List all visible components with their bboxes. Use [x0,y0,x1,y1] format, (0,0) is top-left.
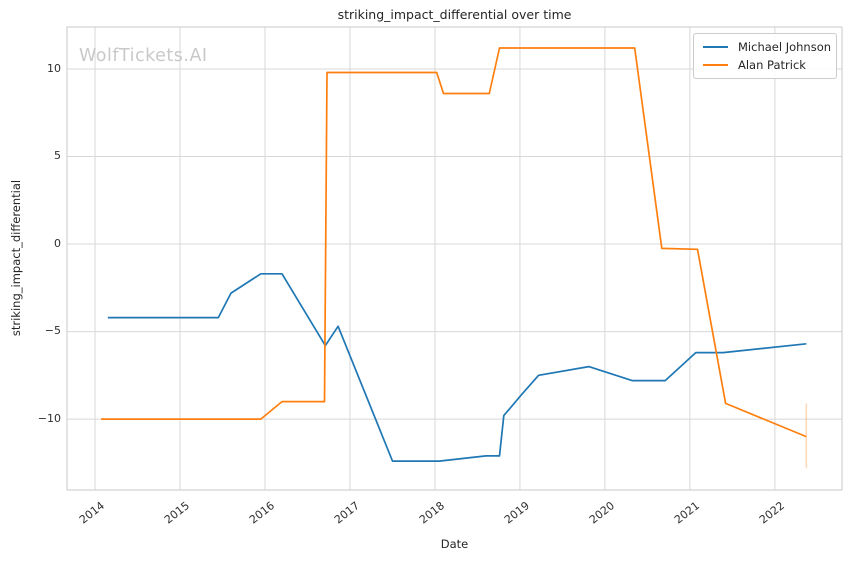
plot-border [66,26,843,491]
legend-label-alan-patrick: Alan Patrick [738,58,806,72]
legend-item-michael-johnson: Michael Johnson [703,40,832,54]
y-tick-label: 10 [47,61,61,75]
chart-title: striking_impact_differential over time [337,7,572,22]
y-tick-label: −5 [44,324,61,338]
x-axis-label: Date [440,537,469,551]
watermark: WolfTickets.AI [79,46,208,66]
series-line-michael-johnson [107,272,807,462]
y-tick-label: 5 [54,149,61,163]
legend-line-sample-orange [703,64,728,66]
legend: Michael Johnson Alan Patrick [693,33,837,79]
series-line-alan-patrick [101,47,807,438]
legend-item-alan-patrick: Alan Patrick [703,58,828,72]
y-axis-label: striking_impact_differential [9,179,23,337]
legend-label-michael-johnson: Michael Johnson [738,40,832,54]
y-tick-label: 0 [54,236,61,250]
legend-line-sample-blue [703,46,728,48]
y-tick-label: −10 [37,411,61,425]
